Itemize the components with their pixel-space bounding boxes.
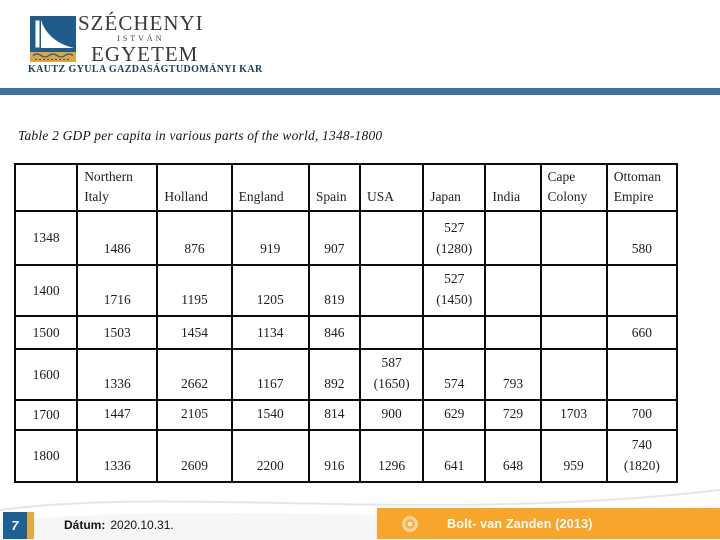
table-cell: [484, 210, 542, 266]
table-cell: 1540: [230, 399, 310, 431]
column-header: USA: [358, 163, 425, 212]
table-cell: 1134: [230, 315, 310, 350]
header-row: Northern Italy Holland England Spain USA Japa…: [13, 163, 679, 212]
table-cell: [539, 348, 608, 401]
logo-title-line1: SZÉCHENYI: [78, 11, 204, 35]
date-line: Dátum: 2020.10.31.: [64, 518, 174, 532]
year-cell: 1400: [13, 264, 79, 317]
table-row: 1700 1447 2105 1540 814 900 629 729 1703 700: [13, 399, 679, 431]
table-cell: 700: [605, 399, 679, 431]
table-cell: 1195: [156, 264, 233, 317]
year-cell: 1700: [13, 399, 79, 431]
table-cell: 1205: [230, 264, 310, 317]
table-cell: 1454: [156, 315, 233, 350]
table-cell: 2200: [230, 429, 310, 483]
table-cell: 2105: [156, 399, 233, 431]
column-header: [13, 163, 79, 212]
table-row: 1600 1336 2662 1167 892 587 (1650) 574 793: [13, 348, 679, 401]
year-cell: 1348: [13, 210, 79, 266]
table-cell: 740 (1820): [605, 429, 679, 483]
table-cell: 729: [484, 399, 542, 431]
table-cell: 2662: [156, 348, 233, 401]
table-row: 1500 1503 1454 1134 846 660: [13, 315, 679, 350]
table-cell: [539, 315, 608, 350]
table-cell: 1167: [230, 348, 310, 401]
table-cell: 527 (1450): [422, 264, 487, 317]
table-cell: 1336: [76, 429, 159, 483]
column-header: Holland: [156, 163, 233, 212]
table-cell: 1296: [358, 429, 425, 483]
table-cell: 1336: [76, 348, 159, 401]
table-cell: 1716: [76, 264, 159, 317]
gdp-table: Northern Italy Holland England Spain USA Japa…: [13, 163, 679, 483]
table-cell: 574: [422, 348, 487, 401]
table-cell: [539, 210, 608, 266]
table-cell: 919: [230, 210, 310, 266]
table-cell: 814: [307, 399, 362, 431]
date-value: 2020.10.31.: [110, 518, 174, 532]
year-cell: 1500: [13, 315, 79, 350]
table-cell: 1486: [76, 210, 159, 266]
table-cell: [605, 264, 679, 317]
citation-text: Bolt- van Zanden (2013): [447, 516, 593, 531]
university-emblem-icon: [401, 515, 419, 533]
table-cell: 892: [307, 348, 362, 401]
header-accent-bar: [0, 88, 720, 95]
gold-stripe: [27, 512, 34, 539]
column-header: Japan: [422, 163, 487, 212]
logo-title-line3: EGYETEM: [91, 42, 199, 66]
column-header: Spain: [307, 163, 362, 212]
table-cell: 629: [422, 399, 487, 431]
table-row: 1400 1716 1195 1205 819 527 (1450): [13, 264, 679, 317]
table-cell: [358, 264, 425, 317]
table-cell: [484, 315, 542, 350]
year-cell: 1800: [13, 429, 79, 483]
table-cell: [422, 315, 487, 350]
table-cell: 587 (1650): [358, 348, 425, 401]
date-label: Dátum:: [64, 518, 106, 532]
table-cell: 793: [484, 348, 542, 401]
table-cell: 876: [156, 210, 233, 266]
table-cell: 819: [307, 264, 362, 317]
university-logo: SZÉCHENYI ISTVÁN EGYETEM: [78, 11, 204, 66]
citation-bar: Bolt- van Zanden (2013): [377, 508, 720, 539]
table-cell: 641: [422, 429, 487, 483]
table-cell: [358, 315, 425, 350]
table-cell: 1447: [76, 399, 159, 431]
table-cell: 2609: [156, 429, 233, 483]
table-cell: 1503: [76, 315, 159, 350]
column-header: India: [484, 163, 542, 212]
table-cell: 580: [605, 210, 679, 266]
column-header: Ottoman Empire: [605, 163, 679, 212]
page-number-box: 7: [3, 512, 27, 539]
table-cell: 916: [307, 429, 362, 483]
table-cell: 1703: [539, 399, 608, 431]
column-header: England: [230, 163, 310, 212]
table-cell: [539, 264, 608, 317]
column-header: Cape Colony: [539, 163, 608, 212]
university-logo-icon: [30, 16, 76, 69]
table-title: Table 2 GDP per capita in various parts …: [18, 128, 383, 143]
page-number: 7: [11, 518, 19, 533]
faculty-name: KAUTZ GYULA GAZDASÁGTUDOMÁNYI KAR: [28, 64, 263, 75]
table-cell: 648: [484, 429, 542, 483]
table-cell: 900: [358, 399, 425, 431]
table-row: 1348 1486 876 919 907 527 (1280) 580: [13, 210, 679, 266]
table-row: 1800 1336 2609 2200 916 1296 641 648 959 740 (182…: [13, 429, 679, 483]
table-cell: [358, 210, 425, 266]
table-cell: 907: [307, 210, 362, 266]
table-cell: 959: [539, 429, 608, 483]
year-cell: 1600: [13, 348, 79, 401]
column-header: Northern Italy: [76, 163, 159, 212]
table-cell: 660: [605, 315, 679, 350]
table-cell: 527 (1280): [422, 210, 487, 266]
table-cell: [484, 264, 542, 317]
table-cell: 846: [307, 315, 362, 350]
logo-title-line2: ISTVÁN: [117, 34, 165, 43]
table-cell: [605, 348, 679, 401]
